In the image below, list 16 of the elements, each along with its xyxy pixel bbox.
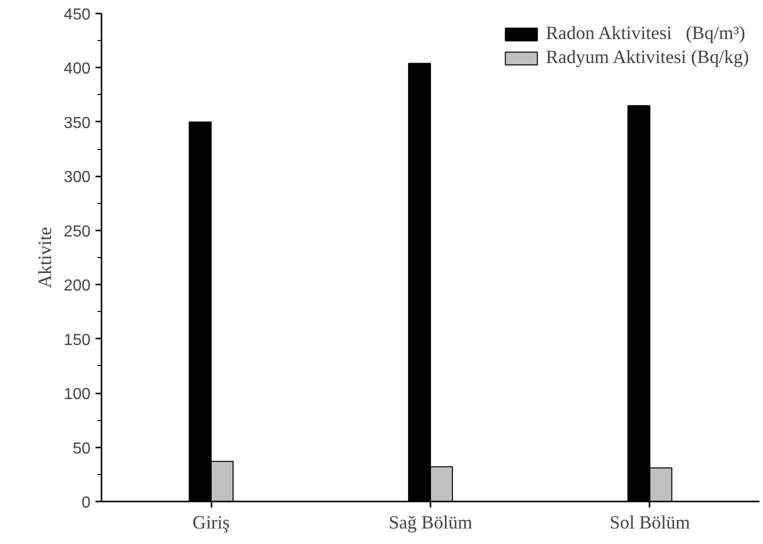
y-tick-label: 300 — [64, 169, 91, 186]
y-tick-label: 50 — [72, 440, 91, 458]
y-tick-label: 100 — [64, 386, 91, 404]
y-axis-title: Aktivite — [34, 226, 56, 288]
x-tick-label: Sağ Bölüm — [388, 512, 473, 534]
y-tick-label: 450 — [64, 6, 91, 24]
y-tick-label: 0 — [82, 494, 91, 512]
y-tick-label: 400 — [64, 60, 91, 78]
y-tick-label: 250 — [64, 223, 91, 240]
x-tick-label: Giriş — [192, 512, 230, 534]
y-tick-label: 150 — [64, 332, 91, 349]
y-tick-label: 200 — [64, 278, 91, 295]
x-tick-label: Sol Bölüm — [610, 512, 690, 534]
legend-label: Radon Aktivitesi (Bq/m³) — [546, 23, 746, 45]
y-tick-label: 350 — [64, 114, 91, 132]
legend-label: Radyum Aktivitesi (Bq/kg) — [546, 47, 749, 69]
